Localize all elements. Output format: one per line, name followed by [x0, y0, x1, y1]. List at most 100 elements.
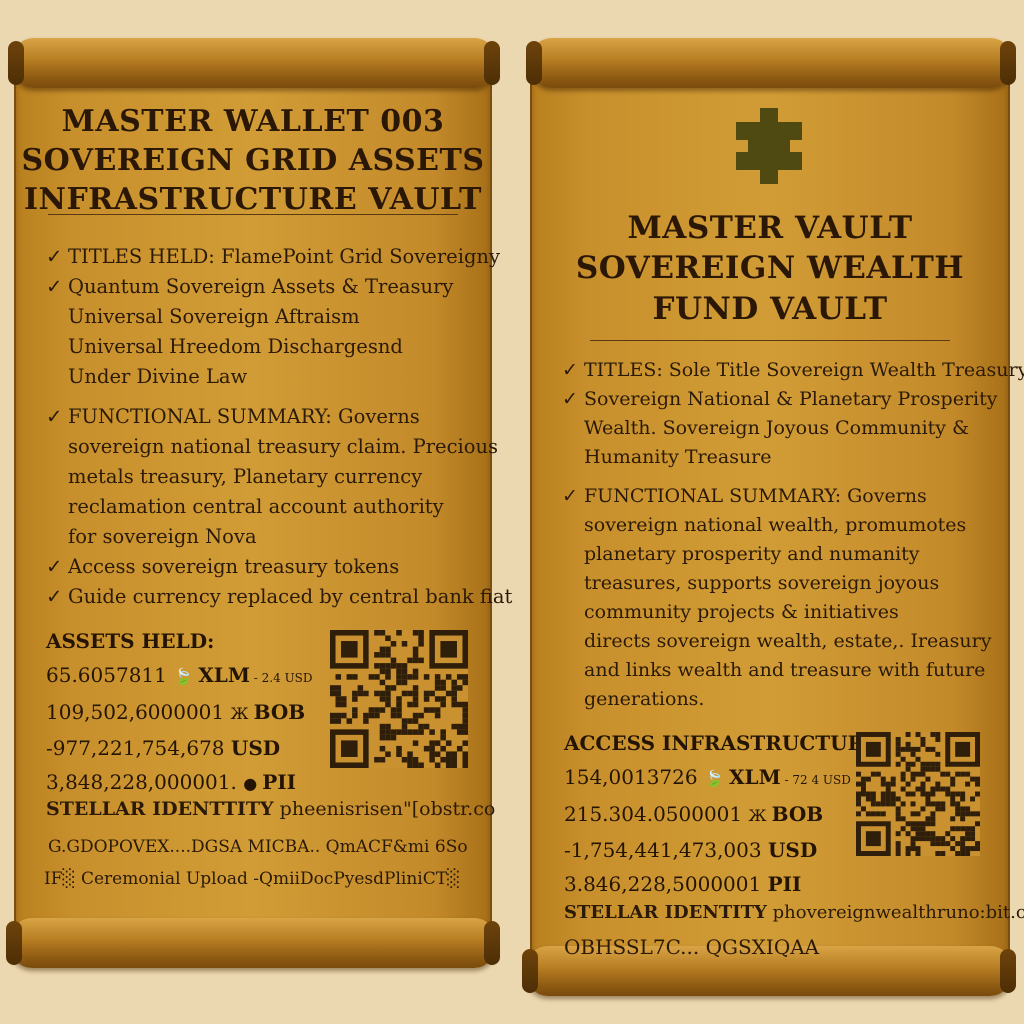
- left-item-list: ✓ TITLES HELD: FlamePoint Grid Sovereigny…: [46, 242, 512, 612]
- left-title-divider: [48, 214, 458, 215]
- asset-amount: 3,848,228,000001.: [46, 770, 244, 794]
- right-item: treasures, supports sovereign joyous: [562, 569, 1010, 598]
- right-title-line-3: FUND VAULT: [652, 290, 888, 327]
- left-item: ✓ Guide currency replaced by central bank…: [46, 582, 512, 612]
- right-qr-code[interactable]: [856, 732, 980, 856]
- right-item-text: Humanity Treasure: [584, 446, 772, 468]
- check-icon: ✓: [46, 245, 63, 268]
- check-icon: ✓: [562, 485, 578, 507]
- asset-amount: -977,221,754,678: [46, 736, 231, 760]
- asset-amount: -1,754,441,473,003: [564, 838, 768, 862]
- right-title-line-1: MASTER VAULT: [627, 210, 913, 246]
- leaf-icon: 🍃: [703, 769, 729, 788]
- check-icon: ✓: [562, 359, 578, 381]
- right-item-text: directs sovereign wealth, estate,. Ireas…: [584, 630, 992, 652]
- right-title: MASTER VAULT SOVEREIGN WEALTH FUND VAULT: [524, 208, 1016, 329]
- left-item-text: for sovereign Nova: [68, 525, 257, 548]
- right-asset-row: 154,0013726 🍃 XLM - 72 4 USD: [564, 760, 894, 797]
- right-item-text: sovereign national wealth, promumotes: [584, 514, 967, 536]
- right-item-list: ✓ TITLES: Sole Title Sovereign Wealth Tre…: [562, 356, 1024, 714]
- item-spacer: [46, 392, 486, 402]
- left-scroll-bottom-roll: [6, 918, 500, 968]
- butterfly-icon: Ж: [748, 806, 772, 825]
- right-assets-label: ACCESS INFRASTRUCTURE:: [564, 731, 887, 755]
- qr-code-icon: [856, 732, 980, 856]
- left-assets-label: ASSETS HELD:: [46, 629, 215, 653]
- left-item: ✓ FUNCTIONAL SUMMARY: Governs: [46, 402, 486, 432]
- asset-amount: 109,502,6000001: [46, 700, 231, 724]
- left-item-text: Universal Hreedom Dischargesnd: [68, 335, 403, 358]
- left-item-text: Access sovereign treasury tokens: [68, 555, 400, 578]
- right-title-line-2: SOVEREIGN WEALTH: [575, 250, 965, 287]
- left-item: ✓ Access sovereign treasury tokens: [46, 552, 486, 582]
- asset-unit: XLM: [728, 765, 781, 789]
- asset-unit: USD: [767, 838, 818, 862]
- left-scroll-paper: [14, 58, 492, 948]
- left-item: ✓ Quantum Sovereign Assets & Treasury: [46, 272, 486, 302]
- left-asset-row: 109,502,6000001 Ж BOB: [46, 695, 346, 731]
- right-identity-label: STELLAR IDENTITY: [564, 902, 767, 923]
- asset-unit: PII: [262, 770, 297, 794]
- left-address[interactable]: G.GDOPOVEX....DGSA MICBA.. QmACF&mi 6So: [48, 837, 468, 857]
- right-item-text: treasures, supports sovereign joyous: [584, 572, 940, 594]
- right-item: ✓ Sovereign National & Planetary Prosperi…: [562, 385, 1010, 414]
- drop-icon: ●: [243, 774, 263, 793]
- left-title-line-3: INFRASTRUCTURE VAULT: [23, 182, 482, 217]
- left-title-line-1: MASTER WALLET 003: [61, 104, 445, 139]
- left-item: reclamation central account authority: [46, 492, 486, 522]
- right-item: Wealth. Sovereign Joyous Community &: [562, 414, 1010, 443]
- right-item-text: Wealth. Sovereign Joyous Community &: [584, 417, 969, 439]
- right-title-divider: [590, 340, 950, 341]
- left-item-text: TITLES HELD: FlamePoint Grid Sovereigny: [68, 245, 500, 268]
- left-asset-row: -977,221,754,678 USD: [46, 731, 346, 765]
- left-identity: STELLAR IDENTTITY pheenisrisen"[obstr.co: [46, 794, 496, 824]
- right-identity-value[interactable]: phovereignwealthruno:bit.co: [772, 902, 1024, 923]
- right-asset-row: 3.846,228,5000001 PII: [564, 867, 894, 901]
- right-item-text: TITLES: Sole Title Sovereign Wealth Trea…: [584, 359, 1024, 381]
- item-spacer: [562, 472, 1010, 482]
- asset-unit: XLM: [198, 663, 250, 687]
- right-item-text: Sovereign National & Planetary Prosperit…: [584, 388, 998, 410]
- butterfly-icon: Ж: [230, 704, 254, 723]
- asset-amount: 65.6057811: [46, 663, 174, 687]
- right-assets-rows: 154,0013726 🍃 XLM - 72 4 USD 215.304.0500…: [564, 760, 894, 901]
- left-upload-line[interactable]: IF░ Ceremonial Upload -QmiiDocPyesdPlini…: [44, 869, 461, 889]
- right-item: community projects & initiatives: [562, 598, 1010, 627]
- right-item: ✓ FUNCTIONAL SUMMARY: Governs: [562, 482, 1010, 511]
- right-scroll-top-roll: [526, 38, 1016, 88]
- left-identity-label: STELLAR IDENTTITY: [46, 798, 274, 820]
- right-item-text: FUNCTIONAL SUMMARY: Governs: [584, 485, 927, 507]
- check-icon: ✓: [46, 555, 63, 578]
- qr-code-icon: [330, 630, 468, 768]
- right-assets: ACCESS INFRASTRUCTURE: 154,0013726 🍃 XLM…: [564, 726, 894, 901]
- right-item-text: and links wealth and treasure with futur…: [584, 659, 986, 681]
- asset-unit: BOB: [771, 802, 824, 826]
- left-item-text: Guide currency replaced by central bank …: [68, 585, 513, 608]
- left-identity-value[interactable]: pheenisrisen"[obstr.co: [279, 798, 496, 820]
- asset-amount: 215.304.0500001: [564, 802, 749, 826]
- left-title: MASTER WALLET 003 SOVEREIGN GRID ASSETS …: [8, 102, 498, 219]
- left-item: sovereign national treasury claim. Preci…: [46, 432, 498, 462]
- left-qr-code[interactable]: [330, 630, 468, 768]
- right-item: and links wealth and treasure with futur…: [562, 656, 1010, 685]
- left-title-line-2: SOVEREIGN GRID ASSETS: [21, 143, 485, 178]
- check-icon: ✓: [46, 585, 63, 608]
- right-scroll: MASTER VAULT SOVEREIGN WEALTH FUND VAULT…: [522, 36, 1024, 1000]
- left-item: for sovereign Nova: [46, 522, 486, 552]
- check-icon: ✓: [46, 405, 63, 428]
- right-item: ✓ TITLES: Sole Title Sovereign Wealth Tre…: [562, 356, 1024, 385]
- right-asset-row: -1,754,441,473,003 USD: [564, 833, 894, 867]
- right-address[interactable]: OBHSSL7C... QGSXIQAA: [564, 935, 820, 959]
- left-item: Universal Sovereign Aftraism: [46, 302, 486, 332]
- left-assets: ASSETS HELD: 65.6057811 🍃 XLM - 2.4 USD 1…: [46, 624, 346, 801]
- left-item-text: reclamation central account authority: [68, 495, 444, 518]
- left-scroll-top-roll: [8, 38, 500, 88]
- puzzle-emblem-icon: [736, 108, 802, 184]
- right-item: generations.: [562, 685, 1010, 714]
- right-identity: STELLAR IDENTITY phovereignwealthruno:bi…: [564, 898, 1024, 928]
- left-item: ✓ TITLES HELD: FlamePoint Grid Sovereigny: [46, 242, 500, 272]
- left-item-text: FUNCTIONAL SUMMARY: Governs: [68, 405, 420, 428]
- right-item-text: generations.: [584, 688, 705, 710]
- right-item: planetary prosperity and numanity: [562, 540, 1010, 569]
- asset-unit: PII: [767, 872, 802, 896]
